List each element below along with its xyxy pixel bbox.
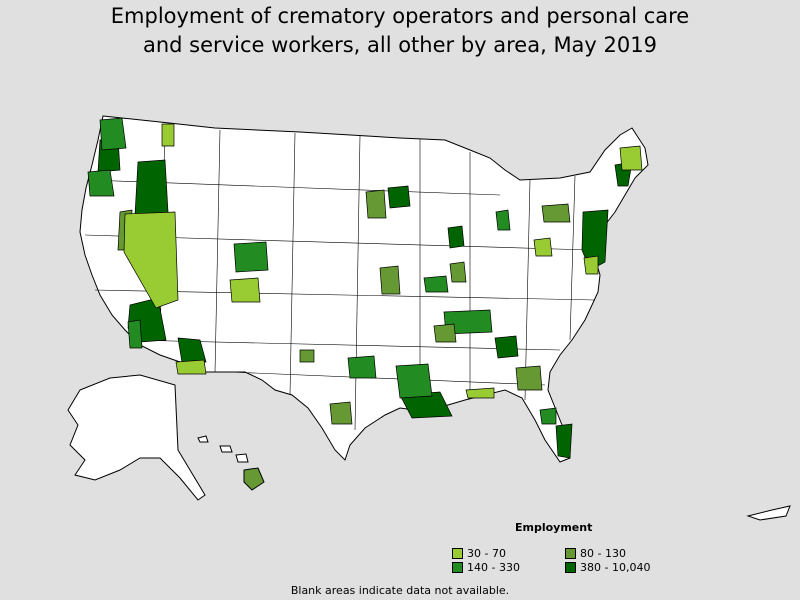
areas-140-330 [87, 117, 557, 425]
areas-30-70 [123, 123, 643, 399]
hawaii-islands [197, 435, 265, 491]
contiguous-us-outline [79, 115, 649, 463]
map-title-line-1: Employment of crematory operators and pe… [110, 4, 690, 28]
legend-title: Employment [515, 521, 593, 534]
footnote: Blank areas indicate data not available. [290, 584, 510, 597]
legend-item-140-330: 140 - 330 [452, 561, 520, 574]
legend-swatch-140-330 [452, 562, 463, 573]
legend-label-80-130: 80 - 130 [580, 547, 626, 560]
legend-label-140-330: 140 - 330 [467, 561, 520, 574]
map-title: Employment of crematory operators and pe… [0, 2, 800, 60]
legend-item-30-70: 30 - 70 [452, 547, 506, 560]
legend-swatch-380-10040 [565, 562, 576, 573]
legend-swatch-30-70 [452, 548, 463, 559]
puerto-rico-outline [746, 505, 791, 521]
legend-label-30-70: 30 - 70 [467, 547, 506, 560]
legend-label-380-10040: 380 - 10,040 [580, 561, 651, 574]
legend-item-380-10040: 380 - 10,040 [565, 561, 650, 574]
alaska-outline [67, 374, 206, 501]
legend-item-80-130: 80 - 130 [565, 547, 626, 560]
areas-80-130 [117, 189, 571, 425]
map-title-line-2: and service workers, all other by area, … [143, 33, 657, 57]
legend-swatch-80-130 [565, 548, 576, 559]
